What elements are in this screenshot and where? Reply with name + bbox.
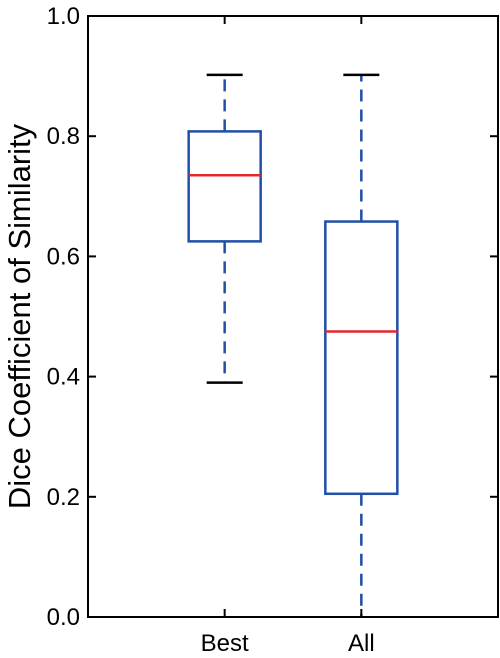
box-best xyxy=(187,73,262,384)
y-tick-label: 0.4 xyxy=(47,364,80,391)
y-axis-label: Dice Coefficient of Similarity xyxy=(2,123,37,509)
box-all xyxy=(324,73,399,617)
y-tick-label: 0.0 xyxy=(47,604,80,631)
y-tick-label: 1.0 xyxy=(47,3,80,30)
y-tick-label: 0.8 xyxy=(47,123,80,150)
axes: 0.0 0.2 0.4 0.6 0.8 1.0 Best All xyxy=(47,3,498,657)
x-tick-label: All xyxy=(348,630,375,657)
iqr-box xyxy=(324,220,399,496)
y-tick-label: 0.2 xyxy=(47,484,80,511)
plot-marks xyxy=(187,73,399,617)
iqr-box xyxy=(187,130,262,243)
x-tick-label: Best xyxy=(201,630,249,657)
y-tick-label: 0.6 xyxy=(47,243,80,270)
plot-area-frame xyxy=(87,15,499,618)
